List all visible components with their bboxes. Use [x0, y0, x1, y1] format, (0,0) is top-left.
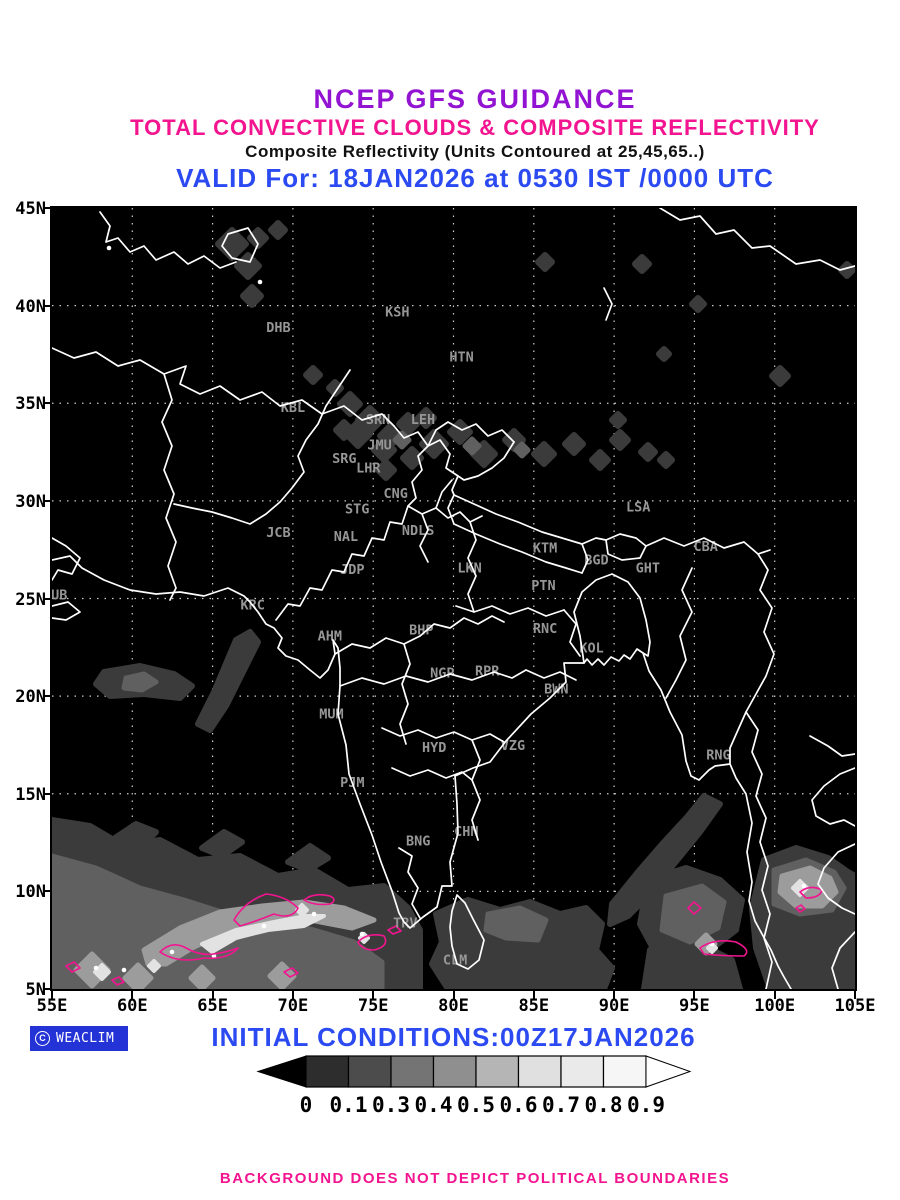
- lat-tick-label: 40N: [15, 296, 46, 317]
- colorbar-tick-label: 0.9: [627, 1093, 665, 1117]
- lon-tick-label: 95E: [679, 996, 710, 1016]
- x-tick: [452, 991, 455, 999]
- station-label-clm: CLM: [443, 953, 467, 969]
- y-tick: [43, 988, 51, 990]
- lat-tick-label: 35N: [15, 394, 46, 415]
- lat-tick-label: 25N: [15, 589, 46, 610]
- lon-tick-label: 80E: [438, 996, 469, 1016]
- y-tick: [43, 207, 51, 209]
- station-label-dhb: DHB: [266, 320, 290, 336]
- station-label-nal: NAL: [334, 529, 358, 545]
- station-label-rnc: RNC: [533, 621, 557, 637]
- cloud-fraction-colorbar: 0 0.1 0.3 0.4 0.5 0.6 0.7 0.8 0.9: [256, 1055, 692, 1117]
- station-label-ahm: AHM: [318, 629, 342, 645]
- station-label-hyd: HYD: [422, 740, 446, 756]
- y-tick: [43, 499, 51, 502]
- lon-tick-label: 85E: [518, 996, 550, 1016]
- lon-tick-label: 90E: [598, 996, 630, 1016]
- gridlines: [52, 208, 855, 989]
- station-label-jcb: JCB: [266, 525, 290, 541]
- copyright-icon: C: [35, 1031, 50, 1046]
- chart-subtitle: TOTAL CONVECTIVE CLOUDS & COMPOSITE REFL…: [130, 115, 820, 140]
- station-label-srn: SRN: [366, 412, 390, 428]
- y-tick: [43, 890, 51, 893]
- lat-tick-label: 30N: [15, 491, 46, 512]
- x-tick: [854, 991, 856, 999]
- station-label-chn: CHN: [454, 824, 478, 840]
- lat-tick-label: 45N: [15, 199, 46, 219]
- lat-tick-label: 20N: [15, 687, 46, 708]
- colorbar-tick-label: 0: [300, 1093, 313, 1117]
- station-label-bhp: BHP: [409, 623, 433, 639]
- chart-titles: NCEP GFS GUIDANCE TOTAL CONVECTIVE CLOUD…: [0, 84, 900, 193]
- coastlines-and-boundaries: [52, 208, 855, 989]
- station-label-stg: STG: [345, 502, 369, 518]
- lon-tick-label: 60E: [116, 996, 148, 1016]
- station-label-cng: CNG: [383, 486, 407, 502]
- variable-line: Composite Reflectivity (Units Contoured …: [245, 142, 705, 161]
- station-label-ndls: NDLS: [402, 523, 435, 539]
- station-label-bng: BNG: [406, 834, 430, 850]
- x-tick: [131, 991, 134, 999]
- y-tick: [43, 402, 51, 405]
- x-tick: [613, 991, 616, 999]
- x-tick: [51, 991, 53, 999]
- lat-tick-label: 5N: [25, 980, 46, 1000]
- x-tick: [372, 991, 375, 999]
- weaclim-logo: C WEACLIM: [30, 1026, 128, 1051]
- cloud-tops-white-specks: [93, 245, 807, 973]
- lon-tick-label: 105E: [834, 996, 876, 1016]
- x-tick: [773, 991, 776, 999]
- station-label-lhr: LHR: [356, 461, 381, 477]
- colorbar-tick-label: 0.5: [457, 1093, 495, 1117]
- colorbar-tick-label: 0.1: [330, 1093, 368, 1117]
- lat-tick-label: 10N: [15, 882, 46, 903]
- colorbar-tick-label: 0.7: [542, 1093, 580, 1117]
- station-label-ktm: KTM: [533, 541, 557, 557]
- station-label-ght: GHT: [636, 560, 660, 576]
- colorbar-tick-label: 0.4: [415, 1093, 453, 1117]
- station-label-lkn: LKN: [457, 560, 481, 576]
- station-label-ngp: NGP: [430, 666, 454, 682]
- reflectivity-contours: [65, 886, 823, 986]
- map-plot: DHB KSH HTN KBL SRN LEH JMU SRG LHR CNG STG LSA NAL N…: [50, 206, 857, 991]
- station-label-rng: RNG: [706, 748, 730, 764]
- weaclim-logo-text: WEACLIM: [56, 1031, 115, 1046]
- colorbar-tick-label: 0.6: [500, 1093, 538, 1117]
- lat-tick-label: 15N: [15, 784, 46, 805]
- station-label-lsa: LSA: [626, 500, 650, 516]
- station-label-bgd: BGD: [584, 552, 608, 568]
- station-label-vzg: VZG: [501, 738, 525, 754]
- x-tick: [532, 991, 535, 999]
- valid-time-line: VALID For: 18JAN2026 at 0530 IST /0000 U…: [176, 163, 774, 193]
- page-title: NCEP GFS GUIDANCE: [313, 84, 637, 114]
- x-tick: [693, 991, 696, 999]
- station-label-srg: SRG: [332, 451, 356, 467]
- station-label-leh: LEH: [411, 412, 435, 428]
- station-label-ptn: PTN: [531, 578, 555, 594]
- lon-tick-label: 65E: [197, 996, 228, 1016]
- station-label-jdp: JDP: [340, 562, 364, 578]
- x-tick: [211, 991, 214, 999]
- station-label-ksh: KSH: [385, 304, 409, 320]
- y-tick: [43, 792, 51, 795]
- station-label-kol: KOL: [579, 640, 603, 656]
- y-tick: [43, 304, 51, 307]
- x-tick: [291, 991, 294, 999]
- station-label-jmu: JMU: [367, 437, 391, 453]
- lon-tick-label: 100E: [754, 996, 796, 1016]
- colorbar-tick-label: 0.3: [372, 1093, 410, 1117]
- disclaimer-text: BACKGROUND DOES NOT DEPICT POLITICAL BOU…: [219, 1170, 731, 1187]
- station-label-dub: DUB: [52, 588, 67, 604]
- colorbar-tick-label: 0.8: [585, 1093, 623, 1117]
- lon-tick-label: 70E: [277, 996, 309, 1016]
- initial-conditions-line: INITIAL CONDITIONS:00Z17JAN2026: [211, 1022, 696, 1052]
- y-tick: [43, 597, 51, 600]
- y-tick: [43, 695, 51, 698]
- lon-tick-label: 55E: [36, 996, 68, 1016]
- station-label-htn: HTN: [449, 349, 473, 365]
- lon-tick-label: 75E: [357, 996, 389, 1016]
